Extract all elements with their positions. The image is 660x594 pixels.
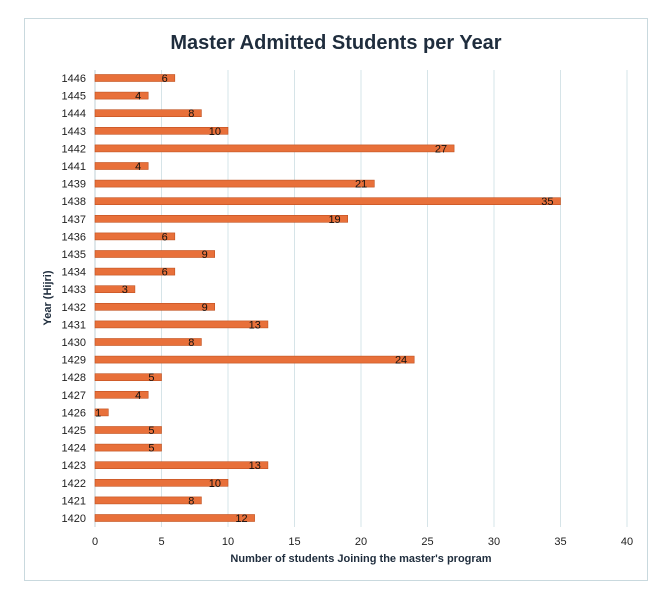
x-tick-label: 10	[222, 536, 234, 548]
y-tick-label: 1431	[62, 319, 86, 331]
data-label: 8	[188, 495, 194, 507]
bar	[94, 127, 229, 135]
bar	[94, 144, 455, 153]
y-axis-label: Year (Hijri)	[42, 270, 54, 325]
bar	[94, 162, 149, 170]
y-tick-label: 1421	[62, 495, 86, 507]
bar	[94, 91, 149, 100]
y-tick-label: 1442	[62, 143, 86, 155]
gridlines	[94, 70, 628, 527]
y-tick-label: 1446	[62, 73, 86, 85]
bar	[94, 408, 109, 417]
y-tick-label: 1434	[62, 267, 86, 279]
x-tick-label: 25	[421, 536, 433, 548]
data-label: 6	[162, 231, 168, 243]
bar	[94, 338, 202, 346]
y-tick-label: 1438	[62, 196, 86, 208]
data-label: 9	[202, 249, 208, 261]
y-tick-label: 1444	[62, 108, 86, 120]
data-label: 10	[209, 478, 221, 490]
y-tick-label: 1428	[62, 372, 86, 384]
data-label: 13	[249, 460, 261, 472]
bar	[94, 355, 415, 364]
y-tick-label: 1436	[62, 231, 86, 243]
data-label: 8	[188, 108, 194, 120]
bar	[94, 302, 215, 311]
x-tick-label: 20	[355, 536, 367, 548]
bar	[94, 179, 375, 188]
data-label: 1	[95, 407, 101, 419]
bar	[94, 197, 561, 205]
y-tick-label: 1433	[62, 284, 86, 296]
y-tick-label: 1432	[62, 302, 86, 314]
data-label: 27	[435, 143, 447, 155]
x-tick-label: 15	[288, 536, 300, 548]
data-label: 9	[202, 302, 208, 314]
y-tick-label: 1437	[62, 214, 86, 226]
bar	[94, 373, 162, 382]
data-label: 4	[135, 161, 141, 173]
bar	[94, 390, 149, 399]
data-label: 13	[249, 319, 261, 331]
data-label: 21	[355, 179, 367, 191]
y-tick-label: 1441	[62, 161, 86, 173]
data-label: 6	[162, 267, 168, 279]
x-axis-label: Number of students Joining the master's …	[230, 553, 491, 565]
bar	[94, 496, 202, 505]
y-tick-label: 1443	[62, 126, 86, 138]
y-tick-label: 1423	[62, 460, 86, 472]
data-label: 24	[395, 355, 407, 367]
bar	[94, 514, 255, 522]
data-label: 6	[162, 73, 168, 85]
y-axis-ticks: 1446 1445 1444 1443 1442 1441 1439 1438 1437 1436…	[62, 73, 86, 525]
data-label: 5	[148, 372, 154, 384]
y-tick-label: 1439	[62, 179, 86, 191]
data-label: 8	[188, 337, 194, 349]
data-label: 10	[209, 126, 221, 138]
y-tick-label: 1425	[62, 425, 86, 437]
x-tick-label: 35	[554, 536, 566, 548]
bars	[94, 74, 561, 522]
x-tick-label: 5	[158, 536, 164, 548]
y-tick-label: 1422	[62, 478, 86, 490]
y-tick-label: 1420	[62, 513, 86, 525]
bar	[94, 74, 176, 82]
y-tick-label: 1435	[62, 249, 86, 261]
data-label: 4	[135, 390, 141, 402]
chart-title: Master Admitted Students per Year	[170, 32, 501, 54]
bar	[94, 320, 269, 329]
data-label: 5	[148, 425, 154, 437]
data-label: 19	[328, 214, 340, 226]
bar	[94, 285, 136, 294]
data-label: 35	[541, 196, 553, 208]
bar	[94, 443, 162, 452]
data-label: 12	[235, 513, 247, 525]
bar	[94, 250, 215, 258]
y-tick-label: 1424	[62, 443, 86, 455]
y-tick-label: 1430	[62, 337, 86, 349]
x-axis-ticks: 0 5 10 15 20 25 30 35 40	[92, 536, 633, 548]
data-label: 5	[148, 443, 154, 455]
y-tick-label: 1429	[62, 355, 86, 367]
bar	[94, 461, 269, 470]
y-tick-label: 1426	[62, 407, 86, 419]
bar	[94, 478, 229, 487]
bar	[94, 215, 348, 223]
data-label: 3	[122, 284, 128, 296]
x-tick-label: 0	[92, 536, 98, 548]
y-tick-label: 1445	[62, 91, 86, 103]
x-tick-label: 40	[621, 536, 633, 548]
x-tick-label: 30	[488, 536, 500, 548]
bar	[94, 109, 202, 117]
bar	[94, 232, 176, 241]
bar	[94, 426, 162, 434]
data-label: 4	[135, 91, 141, 103]
y-tick-label: 1427	[62, 390, 86, 402]
bar	[94, 267, 176, 276]
